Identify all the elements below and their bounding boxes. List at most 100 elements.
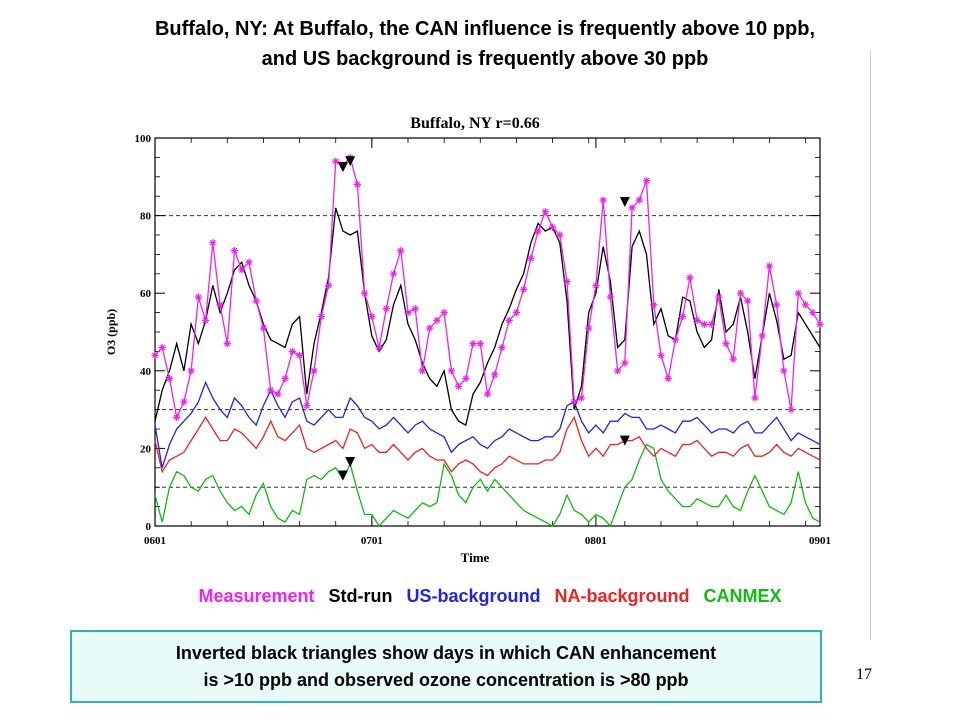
measurement-point <box>650 301 658 309</box>
measurement-point <box>462 374 470 383</box>
measurement-point <box>816 320 824 328</box>
measurement-point <box>722 340 730 348</box>
y-tick-label: 100 <box>135 133 152 145</box>
measurement-point <box>194 293 202 301</box>
measurement-point <box>368 312 376 321</box>
measurement-point <box>729 355 737 363</box>
measurement-point <box>628 204 636 212</box>
measurement-point <box>433 316 441 324</box>
measurement-point <box>715 293 723 301</box>
series-layer <box>151 153 824 528</box>
measurement-point <box>158 343 166 352</box>
series-line-canmex <box>154 443 821 528</box>
measurement-point <box>642 177 651 185</box>
x-axis-label: Time <box>461 550 490 565</box>
legend-item-measurement: Measurement <box>198 586 315 606</box>
measurement-point <box>151 351 159 359</box>
measurement-point <box>585 324 593 332</box>
measurement-point <box>230 246 239 255</box>
inverted-triangle-marker <box>619 197 630 208</box>
page-number: 17 <box>856 666 872 683</box>
measurement-point <box>773 301 781 309</box>
legend-item-std-run: Std-run <box>328 586 393 606</box>
axis-ticks: 0 20 40 60 80 100 0601 0701 0801 0901 <box>135 133 832 547</box>
measurement-point <box>173 413 181 421</box>
legend-item-na-background: NA-background <box>554 586 690 606</box>
measurement-point <box>361 289 369 297</box>
measurement-point <box>664 374 672 383</box>
measurement-point <box>765 262 774 270</box>
inverted-triangle-marker <box>345 456 356 467</box>
x-tick-label: 0601 <box>144 535 166 547</box>
slide-title-line-1: Buffalo, NY: At Buffalo, the CAN influen… <box>154 18 816 40</box>
measurement-point <box>491 371 499 379</box>
slide-title: Buffalo, NY: At Buffalo, the CAN influen… <box>10 14 960 74</box>
measurement-point <box>397 246 405 255</box>
measurement-point <box>527 254 535 262</box>
measurement-point <box>201 316 210 324</box>
measurement-point <box>165 374 174 383</box>
measurement-point <box>281 374 289 383</box>
measurement-point <box>614 367 622 375</box>
series-line-std-run <box>154 207 821 427</box>
reference-lines <box>155 215 820 488</box>
measurement-point <box>736 289 745 297</box>
y-tick-label: 20 <box>140 443 152 455</box>
measurement-point <box>295 351 304 359</box>
triangle-markers <box>337 156 630 481</box>
plot-area-frame <box>154 137 821 527</box>
measurement-point <box>599 196 607 204</box>
measurement-point <box>570 398 578 406</box>
measurement-point <box>447 367 455 375</box>
measurement-point <box>606 293 614 301</box>
inverted-triangle-marker <box>619 435 630 446</box>
measurement-point <box>187 367 195 375</box>
measurement-point <box>700 320 708 328</box>
measurement-point <box>534 227 542 235</box>
measurement-point <box>744 297 752 305</box>
chart-title: Buffalo, NY r=0.66 <box>410 115 539 132</box>
measurement-point <box>332 157 340 165</box>
inverted-triangle-marker <box>345 156 356 167</box>
measurement-point <box>375 343 383 352</box>
slide-divider <box>870 50 871 640</box>
measurement-point <box>758 332 766 340</box>
measurement-point <box>389 270 398 278</box>
measurement-point <box>635 196 643 204</box>
measurement-point <box>303 402 311 410</box>
measurement-point <box>693 316 701 324</box>
note-line-1: Inverted black triangles show days in wh… <box>175 643 717 663</box>
measurement-point <box>209 239 217 247</box>
inverted-triangle-marker <box>337 470 348 481</box>
measurement-point <box>317 312 325 321</box>
measurement-point <box>707 320 716 328</box>
measurement-point <box>223 340 231 348</box>
measurement-point <box>267 386 275 394</box>
y-tick-label: 80 <box>140 211 152 223</box>
note-box: Inverted black triangles show days in wh… <box>70 630 822 703</box>
series-line-na-background <box>154 415 821 477</box>
measurement-point <box>780 367 788 375</box>
measurement-point <box>548 223 557 231</box>
measurement-point <box>180 398 188 406</box>
inverted-triangle-marker <box>337 162 348 173</box>
series-legend: Measurement Std-run US-background NA-backgr… <box>0 586 960 607</box>
measurement-point <box>794 289 802 297</box>
measurement-point <box>686 274 694 282</box>
measurement-point <box>505 316 513 324</box>
measurement-point <box>751 394 759 402</box>
y-tick-label: 40 <box>140 366 152 378</box>
measurement-point <box>382 305 390 313</box>
slide-title-line-2: and US background is frequently above 30… <box>261 48 709 70</box>
note-line-2: is >10 ppb and observed ozone concentrat… <box>203 670 689 690</box>
measurement-point <box>288 347 296 355</box>
measurement-point <box>671 336 680 344</box>
measurement-point <box>418 367 427 375</box>
measurement-point <box>563 277 571 286</box>
x-tick-label: 0801 <box>585 535 607 547</box>
measurement-point <box>454 382 463 390</box>
series-line-measurement <box>154 156 821 420</box>
legend-item-canmex: CANMEX <box>703 586 782 606</box>
measurement-point <box>556 231 564 239</box>
legend-item-us-background: US-background <box>406 586 541 606</box>
